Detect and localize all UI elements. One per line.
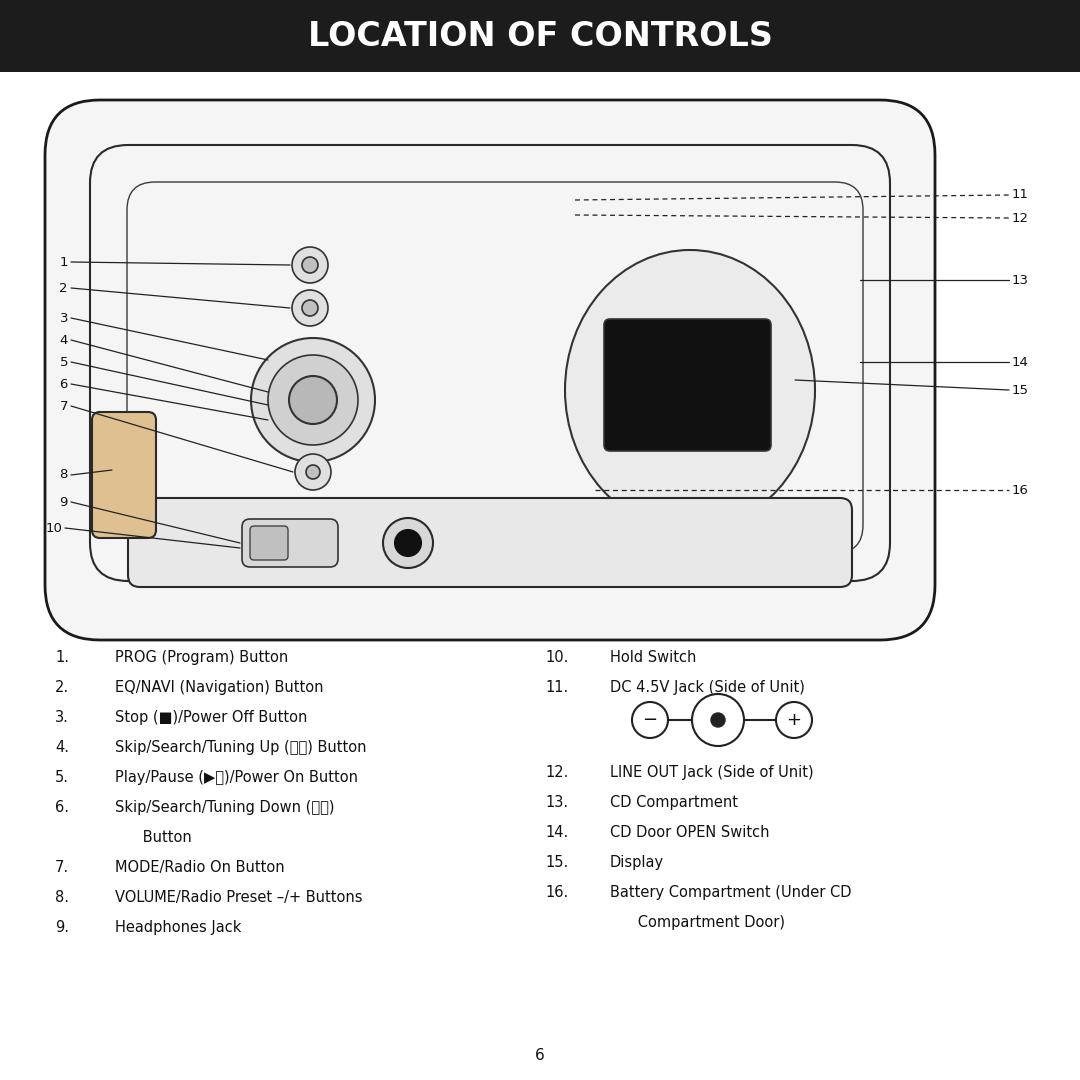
Text: 11.: 11. [545, 680, 568, 696]
Text: 7: 7 [59, 400, 68, 413]
Circle shape [295, 454, 330, 490]
Text: 6.: 6. [55, 800, 69, 815]
Text: Headphones Jack: Headphones Jack [114, 920, 241, 935]
Text: 2.: 2. [55, 680, 69, 696]
Text: +: + [786, 711, 801, 729]
FancyBboxPatch shape [92, 411, 156, 538]
Text: Battery Compartment (Under CD: Battery Compartment (Under CD [610, 885, 851, 900]
Text: 5.: 5. [55, 770, 69, 785]
Text: VOLUME/Radio Preset –/+ Buttons: VOLUME/Radio Preset –/+ Buttons [114, 890, 363, 905]
Text: LINE OUT Jack (Side of Unit): LINE OUT Jack (Side of Unit) [610, 765, 813, 780]
Circle shape [268, 355, 357, 445]
Text: −: − [643, 711, 658, 729]
Text: Compartment Door): Compartment Door) [610, 915, 785, 930]
Text: Hold Switch: Hold Switch [610, 650, 697, 665]
Text: EQ/NAVI (Navigation) Button: EQ/NAVI (Navigation) Button [114, 680, 324, 696]
Text: 4.: 4. [55, 740, 69, 755]
Circle shape [777, 702, 812, 738]
Text: MODE/Radio On Button: MODE/Radio On Button [114, 860, 285, 875]
Text: Stop (■)/Power Off Button: Stop (■)/Power Off Button [114, 710, 308, 725]
Circle shape [395, 530, 421, 556]
Text: 1: 1 [59, 256, 68, 269]
Text: 9.: 9. [55, 920, 69, 935]
FancyBboxPatch shape [45, 100, 935, 640]
Text: 8: 8 [59, 469, 68, 482]
Text: 14: 14 [1012, 355, 1029, 368]
Text: 14.: 14. [545, 825, 568, 840]
Text: Button: Button [114, 831, 192, 845]
Text: 4: 4 [59, 334, 68, 347]
Text: 13: 13 [1012, 273, 1029, 286]
FancyBboxPatch shape [242, 519, 338, 567]
Text: Play/Pause (▶⏸)/Power On Button: Play/Pause (▶⏸)/Power On Button [114, 770, 357, 785]
Text: 3.: 3. [55, 710, 69, 725]
Text: 16: 16 [1012, 484, 1029, 497]
Text: 15: 15 [1012, 383, 1029, 396]
Text: 7.: 7. [55, 860, 69, 875]
FancyBboxPatch shape [604, 319, 771, 451]
Text: Skip/Search/Tuning Down (⏮⏮): Skip/Search/Tuning Down (⏮⏮) [114, 800, 335, 815]
Text: CD Compartment: CD Compartment [610, 795, 738, 810]
Circle shape [251, 338, 375, 462]
FancyBboxPatch shape [249, 526, 288, 561]
Text: 13.: 13. [545, 795, 568, 810]
Text: 5: 5 [59, 355, 68, 368]
Text: 10: 10 [45, 522, 62, 535]
Circle shape [632, 702, 669, 738]
Text: 6: 6 [535, 1048, 545, 1063]
Text: Display: Display [610, 855, 664, 870]
Text: 6: 6 [59, 378, 68, 391]
Circle shape [292, 291, 328, 326]
Text: 12: 12 [1012, 212, 1029, 225]
Circle shape [711, 713, 725, 727]
Circle shape [289, 376, 337, 424]
Text: 9: 9 [59, 496, 68, 509]
Circle shape [292, 247, 328, 283]
FancyBboxPatch shape [129, 498, 852, 588]
Text: CD Door OPEN Switch: CD Door OPEN Switch [610, 825, 769, 840]
Text: 15.: 15. [545, 855, 568, 870]
Text: LOCATION OF CONTROLS: LOCATION OF CONTROLS [308, 19, 772, 53]
Text: DC 4.5V Jack (Side of Unit): DC 4.5V Jack (Side of Unit) [610, 680, 805, 696]
Text: 11: 11 [1012, 189, 1029, 202]
Text: PROG (Program) Button: PROG (Program) Button [114, 650, 288, 665]
Text: 16.: 16. [545, 885, 568, 900]
Text: Skip/Search/Tuning Up (⏭⏭) Button: Skip/Search/Tuning Up (⏭⏭) Button [114, 740, 366, 755]
Circle shape [306, 465, 320, 480]
Text: 3: 3 [59, 311, 68, 324]
Circle shape [302, 300, 318, 316]
Bar [0, 0, 1080, 72]
Text: 2: 2 [59, 282, 68, 295]
Circle shape [302, 257, 318, 273]
Text: 1.: 1. [55, 650, 69, 665]
Text: 8.: 8. [55, 890, 69, 905]
Text: 12.: 12. [545, 765, 568, 780]
Circle shape [692, 694, 744, 746]
Text: 10.: 10. [545, 650, 568, 665]
Circle shape [383, 518, 433, 568]
Ellipse shape [565, 249, 815, 530]
